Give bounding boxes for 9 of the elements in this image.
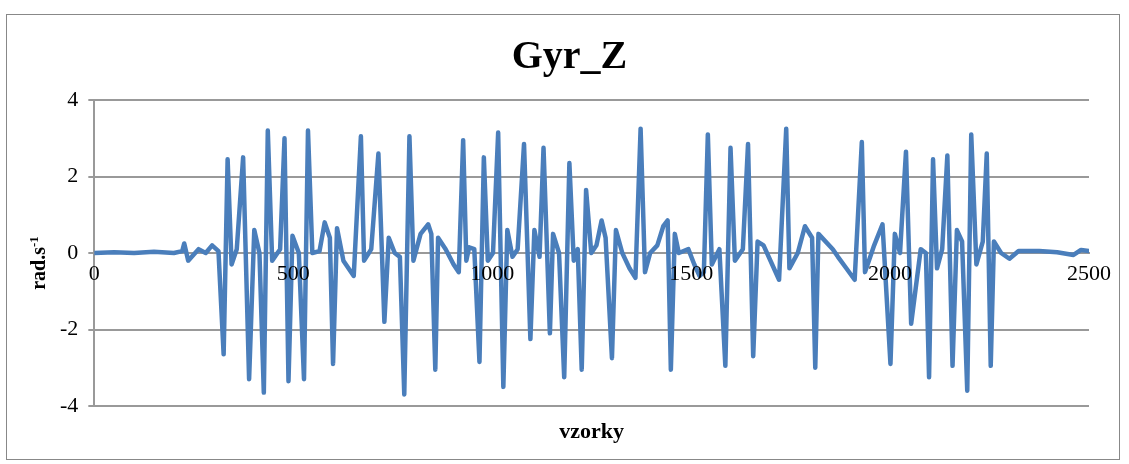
y-tick-label: 0 (67, 238, 79, 264)
y-tick-label: -4 (60, 391, 79, 417)
y-tick-label: 4 (67, 85, 79, 111)
x-tick-label: 2500 (1067, 259, 1111, 285)
y-tick-label: 2 (67, 162, 79, 188)
x-axis-title: vzorky (559, 417, 625, 443)
chart-title: Gyr_Z (511, 32, 628, 78)
y-tick-label: -2 (60, 315, 79, 341)
x-tick-label: 0 (88, 259, 100, 285)
